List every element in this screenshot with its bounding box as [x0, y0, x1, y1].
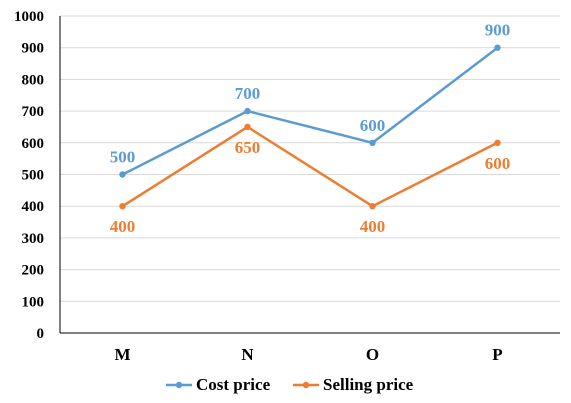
y-tick-label: 0	[37, 326, 45, 342]
cost-price-point	[119, 171, 126, 178]
selling-price-data-label: 400	[110, 217, 136, 236]
selling-price-data-label: 400	[360, 217, 386, 236]
x-tick-label: M	[114, 345, 130, 364]
legend: Cost price Selling price	[166, 375, 414, 394]
x-tick-label: O	[366, 345, 379, 364]
y-tick-label: 100	[22, 294, 45, 310]
x-tick-label: N	[241, 345, 254, 364]
cost-price-point	[369, 139, 376, 146]
y-tick-label: 200	[22, 263, 45, 279]
cost-price-data-label: 600	[360, 116, 386, 135]
selling-price-legend-marker	[302, 381, 310, 389]
selling-price-point	[369, 203, 376, 210]
selling-price-line	[121, 125, 499, 208]
selling-price-data-label: 600	[485, 154, 511, 173]
selling-price-point	[119, 203, 126, 210]
y-tick-label: 900	[22, 41, 45, 57]
y-tick-label: 1000	[14, 9, 44, 25]
y-tick-label: 400	[22, 199, 45, 215]
cost-price-point	[494, 44, 501, 51]
selling-price-data-label: 650	[235, 138, 261, 157]
cost-price-legend-marker	[175, 381, 183, 389]
selling-price-legend-label: Selling price	[323, 375, 414, 394]
selling-price-point	[494, 139, 501, 146]
cost-price-data-label: 700	[235, 84, 261, 103]
y-tick-label: 600	[22, 136, 45, 152]
cost-price-line	[121, 46, 499, 176]
y-tick-label: 300	[22, 231, 45, 247]
cost-price-point	[244, 107, 251, 115]
cost-price-data-label: 900	[485, 21, 511, 40]
x-tick-label: P	[492, 345, 502, 364]
cost-price-legend-label: Cost price	[196, 375, 271, 394]
series	[119, 44, 501, 210]
selling-price-point	[244, 123, 251, 131]
data-labels: 500 700 600 900 400 650 400 600	[110, 21, 511, 236]
gridlines	[60, 15, 560, 302]
y-tick-label: 500	[22, 168, 45, 184]
axes: 0 100 200 300 400 500 600 700 800 900 1000 M N O P	[14, 9, 560, 364]
y-tick-label: 700	[22, 104, 45, 120]
cost-price-data-label: 500	[110, 148, 136, 167]
y-tick-label: 800	[22, 72, 45, 88]
